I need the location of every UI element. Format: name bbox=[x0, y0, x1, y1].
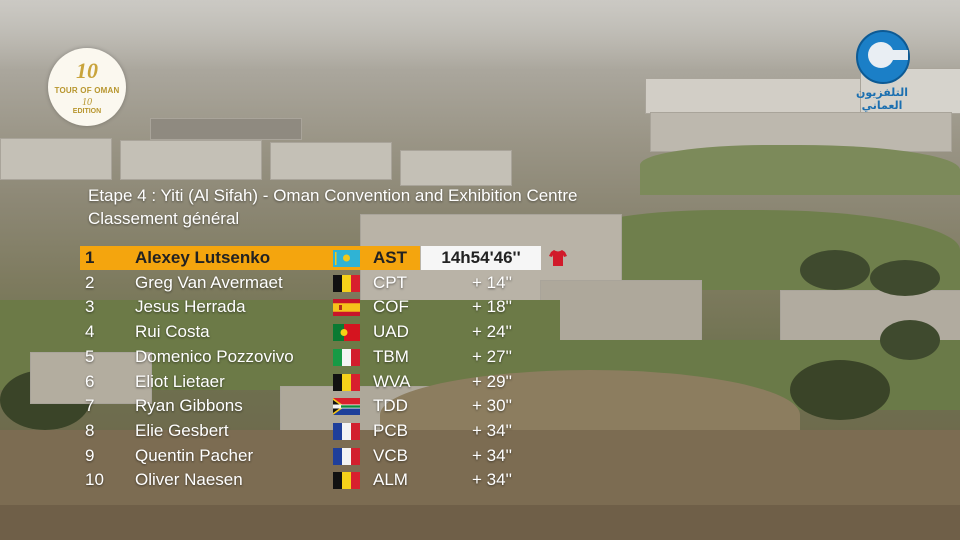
tour-of-oman-logo: 10 TOUR OF OMAN 10 EDITION bbox=[48, 48, 126, 126]
rank: 4 bbox=[85, 322, 95, 342]
channel-name: التلفزيون العماني bbox=[855, 86, 909, 112]
rank: 5 bbox=[85, 346, 95, 366]
leader-row: 1 Alexey Lutsenko AST 14h54'46'' bbox=[80, 246, 567, 270]
team-code: CPT bbox=[373, 272, 407, 292]
belgium-flag-icon bbox=[333, 373, 360, 391]
villa bbox=[540, 280, 702, 342]
tree bbox=[790, 360, 890, 420]
belgium-flag-icon bbox=[333, 274, 360, 292]
team-code: PCB bbox=[373, 420, 408, 440]
race-edition-count: 10 bbox=[82, 97, 92, 108]
race-name: TOUR OF OMAN bbox=[54, 86, 120, 95]
time-gap: + 30'' bbox=[472, 396, 513, 416]
rank: 7 bbox=[85, 396, 95, 416]
time-gap: + 34'' bbox=[472, 420, 513, 440]
table-row: 8 Elie Gesbert PCB + 34'' bbox=[80, 419, 550, 443]
race-edition-number: 10 bbox=[76, 58, 98, 83]
rider-name: Alexey Lutsenko bbox=[135, 248, 271, 267]
rider-name: Eliot Lietaer bbox=[135, 371, 225, 391]
rider-name: Greg Van Avermaet bbox=[135, 272, 283, 292]
rider-name: Rui Costa bbox=[135, 322, 210, 342]
time-gap: + 24'' bbox=[472, 322, 513, 342]
background-building bbox=[270, 142, 392, 180]
south-africa-flag-icon bbox=[333, 398, 360, 416]
team-code: ALM bbox=[373, 470, 408, 490]
rank: 8 bbox=[85, 420, 95, 440]
rider-name: Ryan Gibbons bbox=[135, 396, 243, 416]
rank: 3 bbox=[85, 297, 95, 317]
rider-name: Quentin Pacher bbox=[135, 445, 254, 465]
rank: 9 bbox=[85, 445, 95, 465]
race-edition-label: EDITION bbox=[72, 108, 102, 115]
time-gap: + 14'' bbox=[472, 272, 513, 292]
rider-name: Oliver Naesen bbox=[135, 470, 243, 490]
background-building bbox=[645, 78, 867, 114]
channel-logo-center bbox=[868, 42, 894, 68]
rider-name: Domenico Pozzovivo bbox=[135, 346, 294, 366]
rider-name: Elie Gesbert bbox=[135, 420, 229, 440]
tree bbox=[870, 260, 940, 296]
road bbox=[0, 505, 960, 540]
tree bbox=[880, 320, 940, 360]
table-row: 10 Oliver Naesen ALM + 34'' bbox=[80, 468, 550, 492]
time-gap: + 27'' bbox=[472, 346, 513, 366]
time-gap: + 29'' bbox=[472, 371, 513, 391]
background-building bbox=[400, 150, 512, 186]
rank: 6 bbox=[85, 371, 95, 391]
team-code: TBM bbox=[373, 346, 409, 366]
time-gap: + 34'' bbox=[472, 470, 513, 490]
italy-flag-icon bbox=[333, 348, 360, 366]
channel-logo-gap bbox=[892, 50, 908, 60]
team-code: COF bbox=[373, 297, 409, 317]
table-row: 4 Rui Costa UAD + 24'' bbox=[80, 320, 550, 344]
stage-title: Etape 4 : Yiti (Al Sifah) - Oman Convent… bbox=[88, 186, 578, 205]
rank: 1 bbox=[85, 248, 95, 267]
spain-flag-icon bbox=[333, 299, 360, 317]
rider-name: Jesus Herrada bbox=[135, 297, 246, 317]
france-flag-icon bbox=[333, 422, 360, 440]
oman-tv-logo: التلفزيون العماني bbox=[846, 28, 930, 112]
leader-time: 14h54'46'' bbox=[421, 246, 541, 270]
background-building bbox=[120, 140, 262, 180]
table-row: 7 Ryan Gibbons TDD + 30'' bbox=[80, 394, 550, 418]
team-code: TDD bbox=[373, 396, 408, 416]
golf-green bbox=[640, 145, 960, 195]
belgium-flag-icon bbox=[333, 472, 360, 490]
time-gap: + 34'' bbox=[472, 445, 513, 465]
table-row: 3 Jesus Herrada COF + 18'' bbox=[80, 295, 550, 319]
france-flag-icon bbox=[333, 447, 360, 465]
tree bbox=[800, 250, 870, 290]
background-building bbox=[0, 138, 112, 180]
villa bbox=[30, 352, 152, 404]
classification-title: Classement général bbox=[88, 209, 240, 228]
rank: 10 bbox=[85, 470, 104, 490]
time-gap: + 18'' bbox=[472, 297, 513, 317]
background-building bbox=[150, 118, 302, 140]
sky-haze bbox=[0, 0, 960, 70]
table-row: 2 Greg Van Avermaet CPT + 14'' bbox=[80, 271, 550, 295]
team-code: WVA bbox=[373, 371, 411, 391]
table-row: 5 Domenico Pozzovivo TBM + 27'' bbox=[80, 345, 550, 369]
leader-jersey-icon bbox=[548, 248, 568, 268]
team-code: AST bbox=[373, 248, 407, 267]
kazakhstan-flag-icon bbox=[333, 250, 360, 267]
team-code: VCB bbox=[373, 445, 408, 465]
team-code: UAD bbox=[373, 322, 409, 342]
rank: 2 bbox=[85, 272, 95, 292]
table-row: 9 Quentin Pacher VCB + 34'' bbox=[80, 444, 550, 468]
table-row: 6 Eliot Lietaer WVA + 29'' bbox=[80, 370, 550, 394]
portugal-flag-icon bbox=[333, 324, 360, 342]
